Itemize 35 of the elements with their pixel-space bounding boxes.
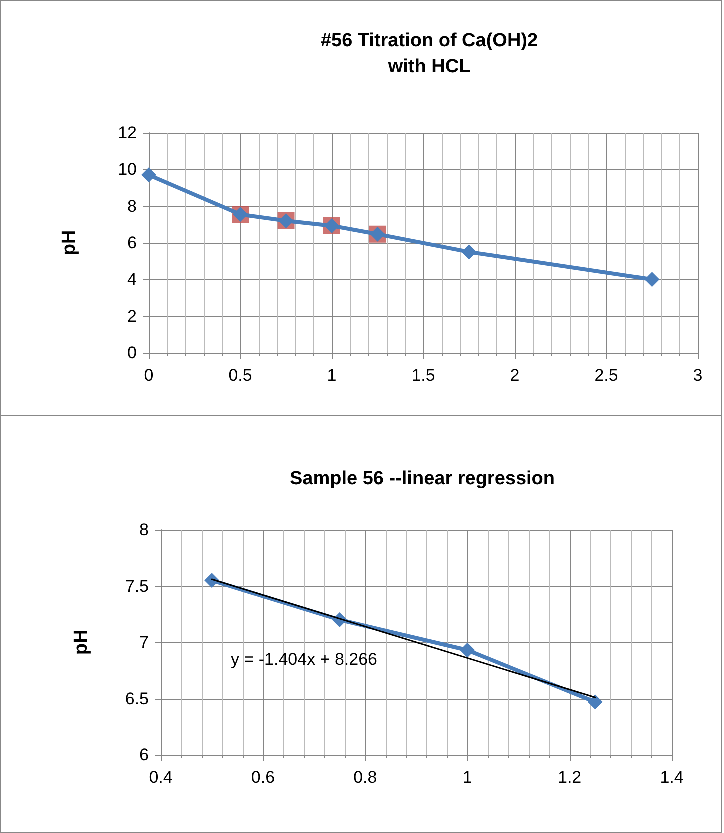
y-tick-label: 4 [128, 270, 137, 290]
x-tick-label: 0.8 [354, 768, 378, 787]
y-tick-label: 0 [128, 344, 137, 362]
y-tick-label: 12 [118, 124, 137, 142]
x-tick-label: 0.5 [228, 366, 252, 385]
x-tick-label: 1 [462, 768, 472, 787]
annotation: y = -1.404x + 8.266 [231, 650, 378, 669]
point [588, 694, 603, 710]
y-tick-label: 2 [128, 306, 137, 326]
y-axis-title: pH [71, 630, 92, 656]
x-tick-label: 0.6 [251, 768, 276, 787]
chart-title: #56 Titration of Ca(OH)2 with HCL [320, 30, 538, 78]
x-tick-label: 2.5 [594, 366, 618, 385]
chart-title: Sample 56 --linear regression [290, 468, 556, 490]
y-tick-label: 7 [140, 633, 149, 652]
y-tick-label: 6 [128, 234, 137, 252]
x-tick-label: 0.4 [149, 768, 173, 787]
y-axis-title: pH [59, 230, 80, 256]
y-tick-label: 6 [140, 746, 149, 764]
x-tick-label: 1.2 [558, 768, 582, 787]
y-tick-label: 7.5 [125, 576, 149, 596]
point [462, 244, 477, 260]
y-tick-label: 8 [140, 520, 149, 540]
x-tick-label: 1 [327, 366, 337, 385]
y-tick-label: 6.5 [125, 689, 149, 708]
x-tick-label: 1.4 [660, 768, 684, 787]
y-tick-label: 10 [118, 160, 137, 180]
y-tick-label: 8 [128, 196, 137, 216]
point [460, 642, 476, 658]
point [142, 168, 156, 183]
x-tick-label: 2 [510, 366, 520, 385]
x-tick-label: 3 [693, 366, 703, 385]
x-tick-label: 1.5 [412, 366, 436, 385]
point [644, 272, 660, 288]
point [204, 573, 220, 588]
